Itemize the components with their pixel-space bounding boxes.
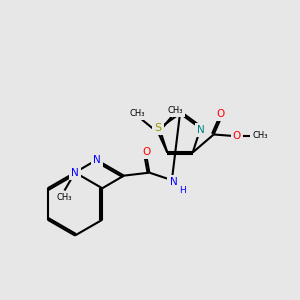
Text: H: H bbox=[179, 186, 186, 195]
Text: N: N bbox=[197, 125, 204, 135]
Text: S: S bbox=[154, 123, 161, 133]
Text: N: N bbox=[169, 177, 177, 187]
Text: CH₃: CH₃ bbox=[57, 193, 72, 202]
Text: O: O bbox=[216, 109, 224, 119]
Text: O: O bbox=[233, 131, 241, 141]
Text: N: N bbox=[93, 155, 101, 165]
Text: CH₃: CH₃ bbox=[130, 109, 145, 118]
Text: N: N bbox=[71, 167, 79, 178]
Text: CH₃: CH₃ bbox=[167, 106, 183, 115]
Text: CH₃: CH₃ bbox=[252, 131, 268, 140]
Text: O: O bbox=[142, 147, 151, 157]
